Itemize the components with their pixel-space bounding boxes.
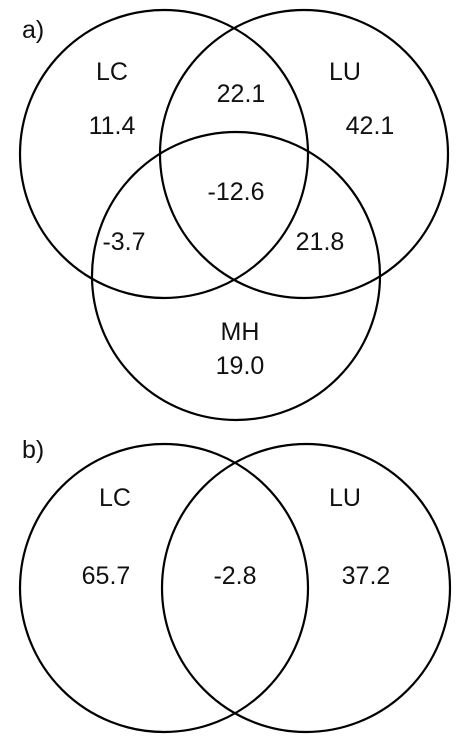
panel-a-value-lc-only: 11.4 — [89, 112, 136, 140]
panel-b-circle-lc — [18, 442, 310, 734]
panel-a-label: a) — [22, 16, 44, 44]
panel-a-value-lc-mh: -3.7 — [102, 228, 145, 256]
panel-a-set-label-mh: MH — [221, 318, 260, 346]
panel-a: a) LC LU MH 11.4 22.1 42.1 -12.6 -3.7 21… — [18, 8, 450, 422]
panel-b-value-lc-lu: -2.8 — [213, 562, 256, 590]
panel-b-value-lc-only: 65.7 — [82, 562, 131, 590]
panel-a-circle-lc — [18, 8, 310, 300]
panel-a-set-label-lu: LU — [329, 58, 361, 86]
panel-a-value-lu-mh: 21.8 — [296, 228, 345, 256]
panel-b-value-lu-only: 37.2 — [342, 562, 391, 590]
panel-a-circle-mh — [90, 130, 382, 422]
panel-a-set-label-lc: LC — [96, 58, 128, 86]
panel-a-value-mh-only: 19.0 — [216, 352, 265, 380]
panel-b-set-label-lu: LU — [329, 484, 361, 512]
panel-a-value-lc-lu: 22.1 — [217, 80, 266, 108]
panel-b: b) LC LU 65.7 -2.8 37.2 — [18, 436, 452, 734]
panel-b-set-label-lc: LC — [99, 484, 131, 512]
panel-a-value-lc-lu-mh: -12.6 — [208, 178, 265, 206]
panel-a-value-lu-only: 42.1 — [346, 112, 395, 140]
panel-b-circle-lu — [160, 442, 452, 734]
panel-b-label: b) — [22, 436, 44, 464]
